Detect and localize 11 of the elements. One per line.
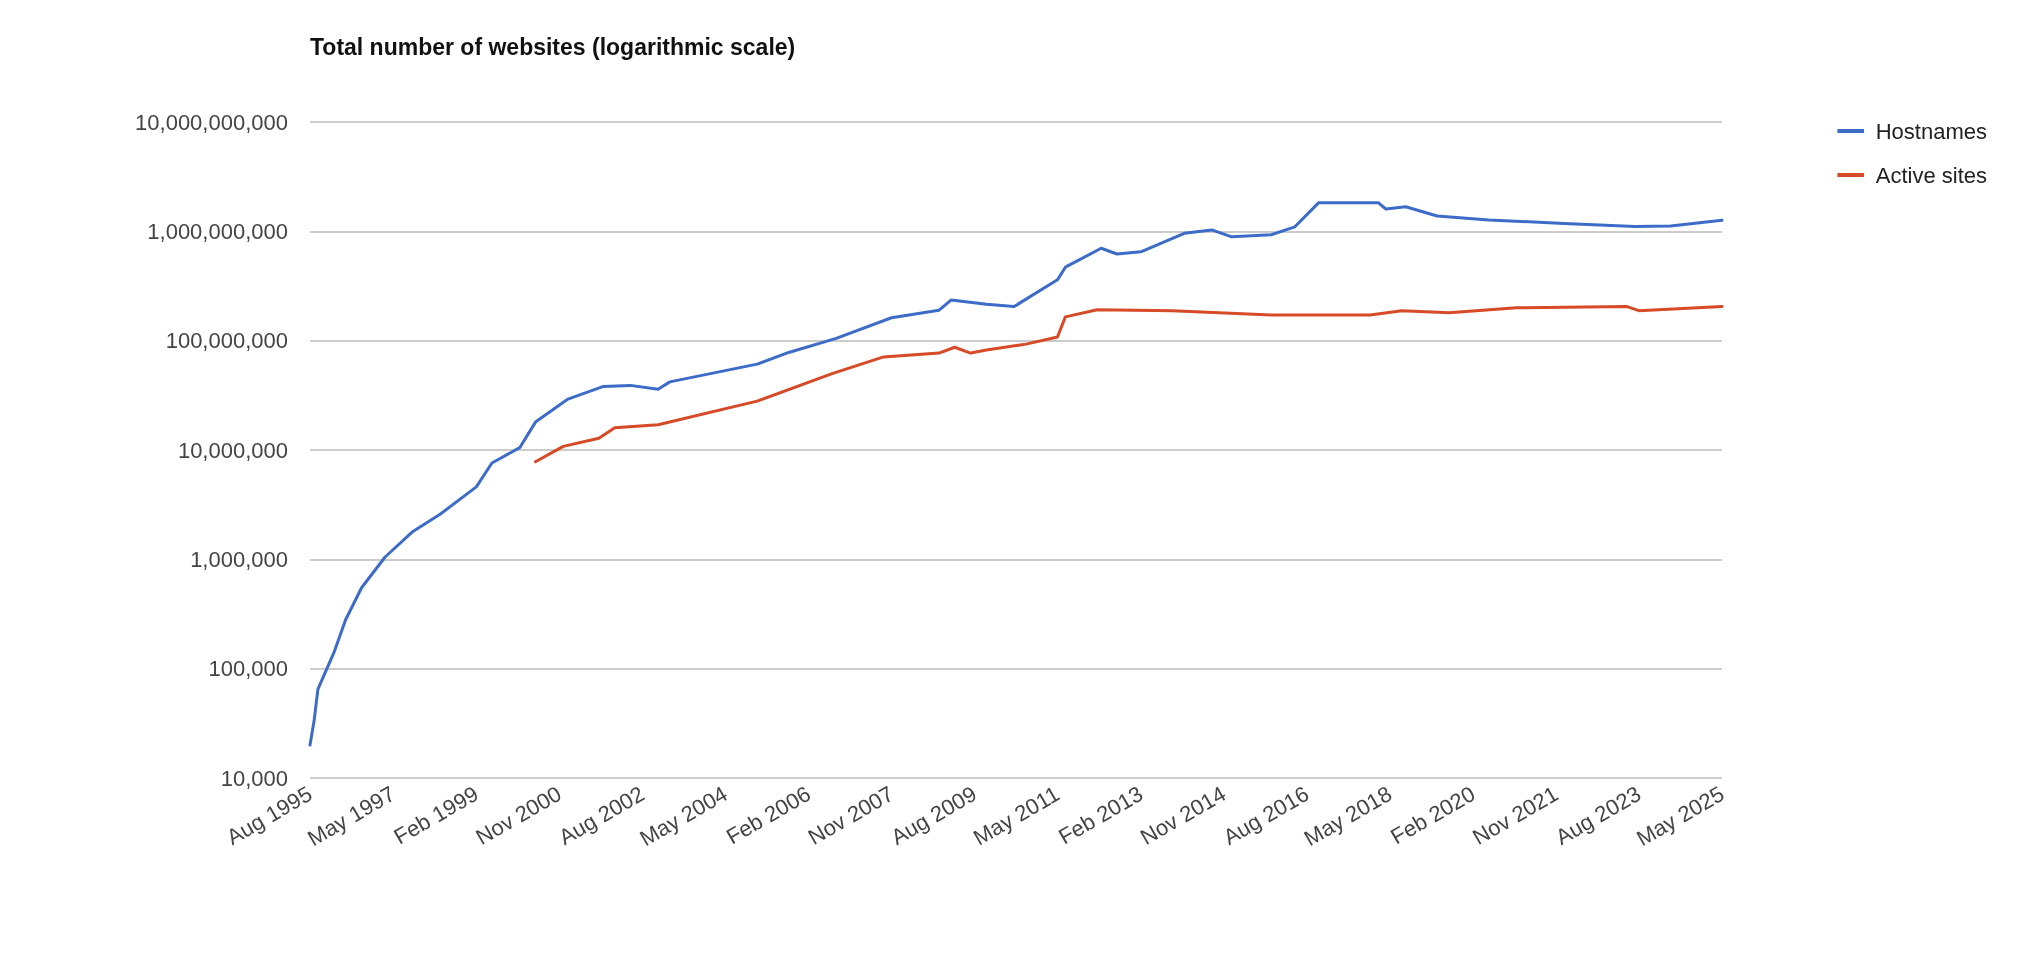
- line-series: [308, 201, 1724, 747]
- y-tick-label: 100,000: [208, 656, 288, 682]
- line-series: [533, 305, 1724, 464]
- legend-label: Active sites: [1875, 162, 1987, 188]
- y-tick-label: 10,000,000,000: [135, 109, 288, 135]
- y-tick-label: 10,000,000: [177, 437, 288, 463]
- y-tick-label: 1,000,000,000: [147, 218, 288, 244]
- chart-title: Total number of websites (logarithmic scale): [310, 33, 796, 60]
- y-tick-label: 100,000,000: [165, 328, 288, 354]
- legend-label: Hostnames: [1875, 118, 1988, 144]
- y-tick-label: 1,000,000: [190, 546, 288, 572]
